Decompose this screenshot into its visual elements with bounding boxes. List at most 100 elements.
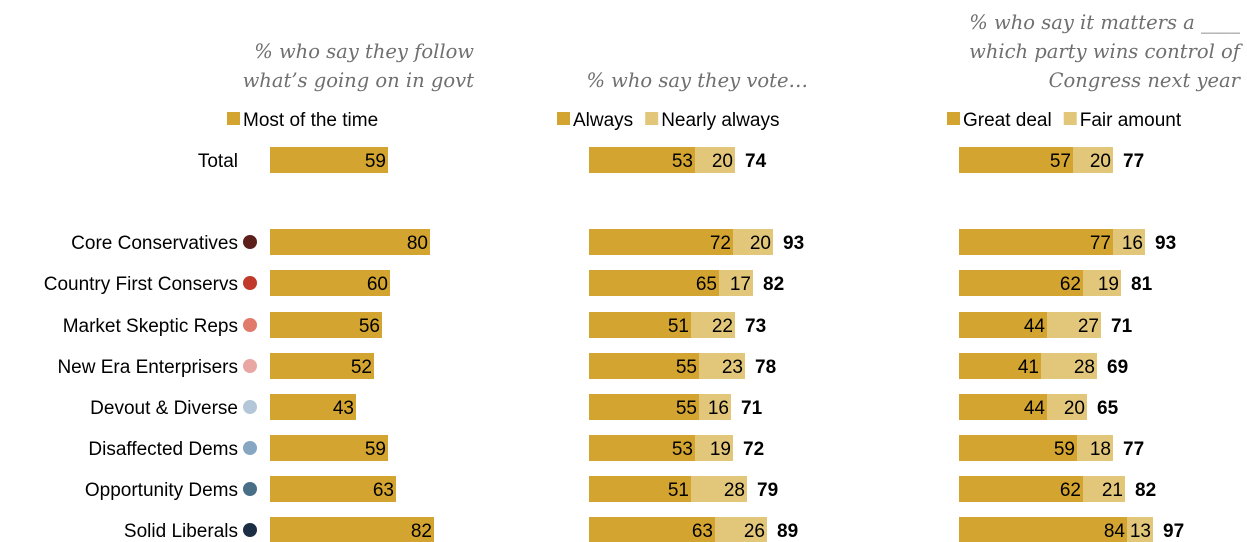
- value-fair-amount-total: 20: [1090, 151, 1111, 172]
- value-most-of-the-time-core-conservatives: 80: [407, 233, 428, 254]
- bar-fair-amount-country-first-conservs: [1083, 270, 1121, 296]
- legend-label-always: Always: [573, 110, 633, 131]
- value-always-disaffected-dems: 53: [672, 439, 693, 460]
- total-always-nearly-always-total: 74: [745, 151, 767, 172]
- total-always-nearly-always-solid-liberals: 89: [777, 521, 798, 542]
- value-always-new-era-enterprisers: 55: [676, 357, 697, 378]
- category-label-core-conservatives: Core Conservatives: [71, 233, 238, 254]
- bar-great-deal-core-conservatives: [959, 229, 1113, 255]
- value-great-deal-core-conservatives: 77: [1090, 233, 1111, 254]
- bar-great-deal-opportunity-dems: [959, 476, 1083, 502]
- bar-most-of-the-time-devout-diverse: [270, 394, 356, 420]
- bar-always-core-conservatives: [589, 229, 733, 255]
- bar-most-of-the-time-solid-liberals: [270, 517, 434, 542]
- value-nearly-always-core-conservatives: 20: [750, 233, 771, 254]
- value-fair-amount-core-conservatives: 16: [1122, 233, 1143, 254]
- value-fair-amount-devout-diverse: 20: [1064, 398, 1085, 419]
- bar-great-deal-devout-diverse: [959, 394, 1047, 420]
- value-great-deal-opportunity-dems: 62: [1060, 480, 1081, 501]
- bar-nearly-always-devout-diverse: [699, 394, 731, 420]
- legend-label-fair-amount: Fair amount: [1080, 110, 1182, 131]
- value-nearly-always-devout-diverse: 16: [708, 398, 729, 419]
- total-always-nearly-always-opportunity-dems: 79: [757, 480, 778, 501]
- bar-most-of-the-time-market-skeptic-reps: [270, 312, 382, 338]
- bar-most-of-the-time-opportunity-dems: [270, 476, 396, 502]
- value-always-country-first-conservs: 65: [696, 274, 717, 295]
- bar-great-deal-market-skeptic-reps: [959, 312, 1047, 338]
- value-nearly-always-new-era-enterprisers: 23: [722, 357, 743, 378]
- value-always-core-conservatives: 72: [710, 233, 731, 254]
- bar-nearly-always-market-skeptic-reps: [691, 312, 735, 338]
- value-great-deal-market-skeptic-reps: 44: [1024, 316, 1046, 337]
- total-great-deal-fair-amount-devout-diverse: 65: [1097, 398, 1119, 419]
- bar-nearly-always-new-era-enterprisers: [699, 353, 745, 379]
- bar-fair-amount-opportunity-dems: [1083, 476, 1125, 502]
- total-always-nearly-always-disaffected-dems: 72: [743, 439, 764, 460]
- panel-1-title-line-1: % who say they follow: [254, 40, 474, 63]
- bar-most-of-the-time-total: [270, 147, 388, 173]
- value-most-of-the-time-total: 59: [365, 151, 386, 172]
- value-most-of-the-time-solid-liberals: 82: [411, 521, 432, 542]
- value-most-of-the-time-new-era-enterprisers: 52: [351, 357, 372, 378]
- bar-nearly-always-solid-liberals: [715, 517, 767, 542]
- value-always-total: 53: [672, 151, 693, 172]
- value-nearly-always-solid-liberals: 26: [744, 521, 765, 542]
- total-always-nearly-always-market-skeptic-reps: 73: [745, 316, 766, 337]
- bar-always-new-era-enterprisers: [589, 353, 699, 379]
- bar-nearly-always-opportunity-dems: [691, 476, 747, 502]
- bar-great-deal-country-first-conservs: [959, 270, 1083, 296]
- value-great-deal-country-first-conservs: 62: [1060, 274, 1081, 295]
- value-nearly-always-opportunity-dems: 28: [724, 480, 745, 501]
- bar-great-deal-solid-liberals: [959, 517, 1127, 542]
- value-fair-amount-solid-liberals: 13: [1130, 521, 1151, 542]
- value-great-deal-total: 57: [1050, 151, 1071, 172]
- bar-most-of-the-time-new-era-enterprisers: [270, 353, 374, 379]
- bar-fair-amount-solid-liberals: [1127, 517, 1153, 542]
- value-always-solid-liberals: 63: [692, 521, 713, 542]
- value-most-of-the-time-disaffected-dems: 59: [365, 439, 386, 460]
- bar-nearly-always-total: [695, 147, 735, 173]
- legend-swatch-great-deal: [947, 112, 960, 125]
- bar-fair-amount-disaffected-dems: [1077, 435, 1113, 461]
- total-great-deal-fair-amount-total: 77: [1123, 151, 1144, 172]
- total-always-nearly-always-new-era-enterprisers: 78: [755, 357, 776, 378]
- value-fair-amount-market-skeptic-reps: 27: [1078, 316, 1099, 337]
- category-label-disaffected-dems: Disaffected Dems: [88, 439, 238, 460]
- value-fair-amount-country-first-conservs: 19: [1098, 274, 1119, 295]
- bar-nearly-always-core-conservatives: [733, 229, 773, 255]
- legend-swatch-nearly-always: [645, 112, 659, 125]
- value-great-deal-devout-diverse: 44: [1024, 398, 1046, 419]
- value-nearly-always-country-first-conservs: 17: [730, 274, 751, 295]
- bar-fair-amount-devout-diverse: [1047, 394, 1087, 420]
- category-label-country-first-conservs: Country First Conservs: [44, 274, 238, 295]
- bar-fair-amount-total: [1073, 147, 1113, 173]
- panel-2-title-line-1: % who say they vote…: [586, 69, 808, 92]
- bar-great-deal-new-era-enterprisers: [959, 353, 1041, 379]
- value-nearly-always-market-skeptic-reps: 22: [712, 316, 733, 337]
- value-most-of-the-time-opportunity-dems: 63: [373, 480, 394, 501]
- category-label-total: Total: [198, 151, 238, 172]
- category-label-solid-liberals: Solid Liberals: [124, 521, 238, 542]
- total-great-deal-fair-amount-core-conservatives: 93: [1155, 233, 1176, 254]
- bar-always-devout-diverse: [589, 394, 699, 420]
- legend-swatch-fair-amount: [1063, 112, 1077, 125]
- total-great-deal-fair-amount-opportunity-dems: 82: [1135, 480, 1156, 501]
- bar-fair-amount-core-conservatives: [1113, 229, 1145, 255]
- legend-label-great-deal: Great deal: [963, 110, 1052, 131]
- total-great-deal-fair-amount-market-skeptic-reps: 71: [1111, 316, 1133, 337]
- panel-3-title-line-3: Congress next year: [1049, 69, 1242, 92]
- bar-most-of-the-time-country-first-conservs: [270, 270, 390, 296]
- panel-1-title-line-2: what’s going on in govt: [243, 69, 475, 92]
- bar-always-disaffected-dems: [589, 435, 695, 461]
- value-fair-amount-new-era-enterprisers: 28: [1074, 357, 1095, 378]
- bar-always-solid-liberals: [589, 517, 715, 542]
- legend-swatch-most-of-the-time: [227, 112, 240, 125]
- category-dot-core-conservatives: [243, 235, 257, 249]
- panel-3-title-line-2: which party wins control of: [969, 40, 1244, 63]
- bar-most-of-the-time-disaffected-dems: [270, 435, 388, 461]
- total-great-deal-fair-amount-disaffected-dems: 77: [1123, 439, 1144, 460]
- total-always-nearly-always-country-first-conservs: 82: [763, 274, 784, 295]
- total-always-nearly-always-devout-diverse: 71: [741, 398, 763, 419]
- category-dot-disaffected-dems: [243, 441, 257, 455]
- bar-most-of-the-time-core-conservatives: [270, 229, 430, 255]
